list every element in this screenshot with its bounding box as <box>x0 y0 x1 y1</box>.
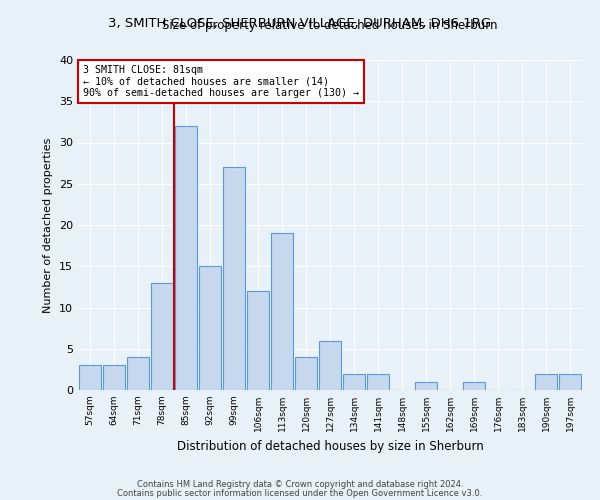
Text: 3, SMITH CLOSE, SHERBURN VILLAGE, DURHAM, DH6 1RG: 3, SMITH CLOSE, SHERBURN VILLAGE, DURHAM… <box>109 18 491 30</box>
Text: 3 SMITH CLOSE: 81sqm
← 10% of detached houses are smaller (14)
90% of semi-detac: 3 SMITH CLOSE: 81sqm ← 10% of detached h… <box>83 65 359 98</box>
Bar <box>223 167 245 390</box>
Text: Contains public sector information licensed under the Open Government Licence v3: Contains public sector information licen… <box>118 489 482 498</box>
Bar <box>247 291 269 390</box>
Title: Size of property relative to detached houses in Sherburn: Size of property relative to detached ho… <box>162 20 498 32</box>
Bar <box>535 374 557 390</box>
Y-axis label: Number of detached properties: Number of detached properties <box>43 138 53 312</box>
X-axis label: Distribution of detached houses by size in Sherburn: Distribution of detached houses by size … <box>176 440 484 452</box>
Bar <box>271 233 293 390</box>
Bar <box>295 357 317 390</box>
Bar <box>103 365 125 390</box>
Bar <box>199 266 221 390</box>
Bar <box>559 374 581 390</box>
Bar <box>151 283 173 390</box>
Bar <box>319 340 341 390</box>
Text: Contains HM Land Registry data © Crown copyright and database right 2024.: Contains HM Land Registry data © Crown c… <box>137 480 463 489</box>
Bar <box>175 126 197 390</box>
Bar <box>343 374 365 390</box>
Bar <box>79 365 101 390</box>
Bar <box>463 382 485 390</box>
Bar <box>127 357 149 390</box>
Bar <box>415 382 437 390</box>
Bar <box>367 374 389 390</box>
